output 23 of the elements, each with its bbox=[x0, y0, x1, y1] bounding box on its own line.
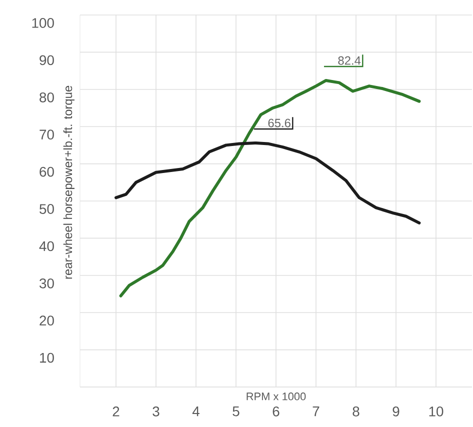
x-axis-title: RPM x 1000 bbox=[246, 392, 306, 400]
annotation: 82.4 bbox=[338, 56, 361, 65]
x-tick-label: 8 bbox=[352, 406, 360, 416]
x-tick-label: 7 bbox=[312, 406, 320, 416]
annotation: 65.6 bbox=[268, 118, 290, 128]
x-tick-label: 6 bbox=[272, 406, 280, 416]
y-tick-label: 40 bbox=[39, 241, 54, 252]
y-tick-label: 80 bbox=[40, 92, 54, 102]
x-tick-label: 4 bbox=[192, 406, 200, 416]
x-tick-label: 5 bbox=[232, 406, 240, 416]
y-axis-title: rear-wheel horsepower+lb.-ft. torque bbox=[63, 86, 74, 279]
x-tick-label: 3 bbox=[152, 406, 160, 416]
y-tick-label: 20 bbox=[40, 316, 54, 326]
y-tick-label: 70 bbox=[40, 130, 54, 140]
y-tick-label: 50 bbox=[40, 204, 54, 214]
x-tick-label: 2 bbox=[112, 406, 120, 416]
y-tick-label: 100 bbox=[32, 18, 54, 28]
y-tick-label: 10 bbox=[40, 352, 54, 363]
y-tick-label: 90 bbox=[40, 55, 54, 66]
y-tick-label: 60 bbox=[40, 166, 54, 177]
x-tick-label: 10 bbox=[429, 406, 444, 416]
x-tick-label: 9 bbox=[392, 406, 400, 416]
y-tick-label: 30 bbox=[40, 278, 54, 288]
